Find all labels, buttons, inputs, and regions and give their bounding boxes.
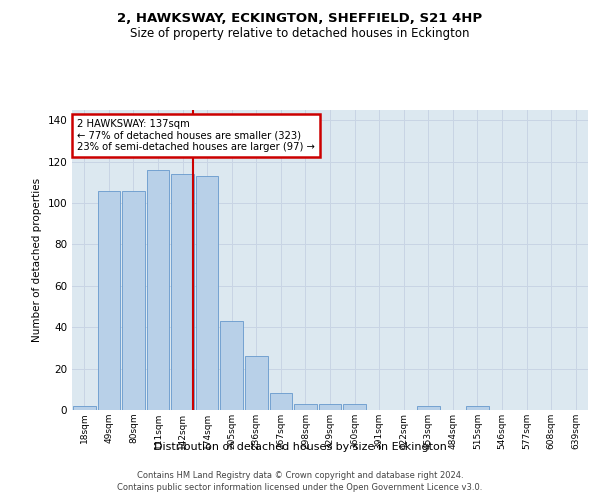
Bar xyxy=(294,404,317,410)
Bar xyxy=(417,406,440,410)
Text: Contains public sector information licensed under the Open Government Licence v3: Contains public sector information licen… xyxy=(118,484,482,492)
Bar xyxy=(220,321,243,410)
Text: Distribution of detached houses by size in Eckington: Distribution of detached houses by size … xyxy=(154,442,446,452)
Bar xyxy=(196,176,218,410)
Text: Contains HM Land Registry data © Crown copyright and database right 2024.: Contains HM Land Registry data © Crown c… xyxy=(137,471,463,480)
Bar xyxy=(343,404,366,410)
Bar xyxy=(171,174,194,410)
Y-axis label: Number of detached properties: Number of detached properties xyxy=(32,178,42,342)
Bar xyxy=(245,356,268,410)
Bar xyxy=(73,406,95,410)
Bar xyxy=(269,394,292,410)
Text: 2, HAWKSWAY, ECKINGTON, SHEFFIELD, S21 4HP: 2, HAWKSWAY, ECKINGTON, SHEFFIELD, S21 4… xyxy=(118,12,482,26)
Bar xyxy=(146,170,169,410)
Text: 2 HAWKSWAY: 137sqm
← 77% of detached houses are smaller (323)
23% of semi-detach: 2 HAWKSWAY: 137sqm ← 77% of detached hou… xyxy=(77,119,315,152)
Bar xyxy=(98,190,120,410)
Text: Size of property relative to detached houses in Eckington: Size of property relative to detached ho… xyxy=(130,28,470,40)
Bar xyxy=(122,190,145,410)
Bar xyxy=(466,406,489,410)
Bar xyxy=(319,404,341,410)
